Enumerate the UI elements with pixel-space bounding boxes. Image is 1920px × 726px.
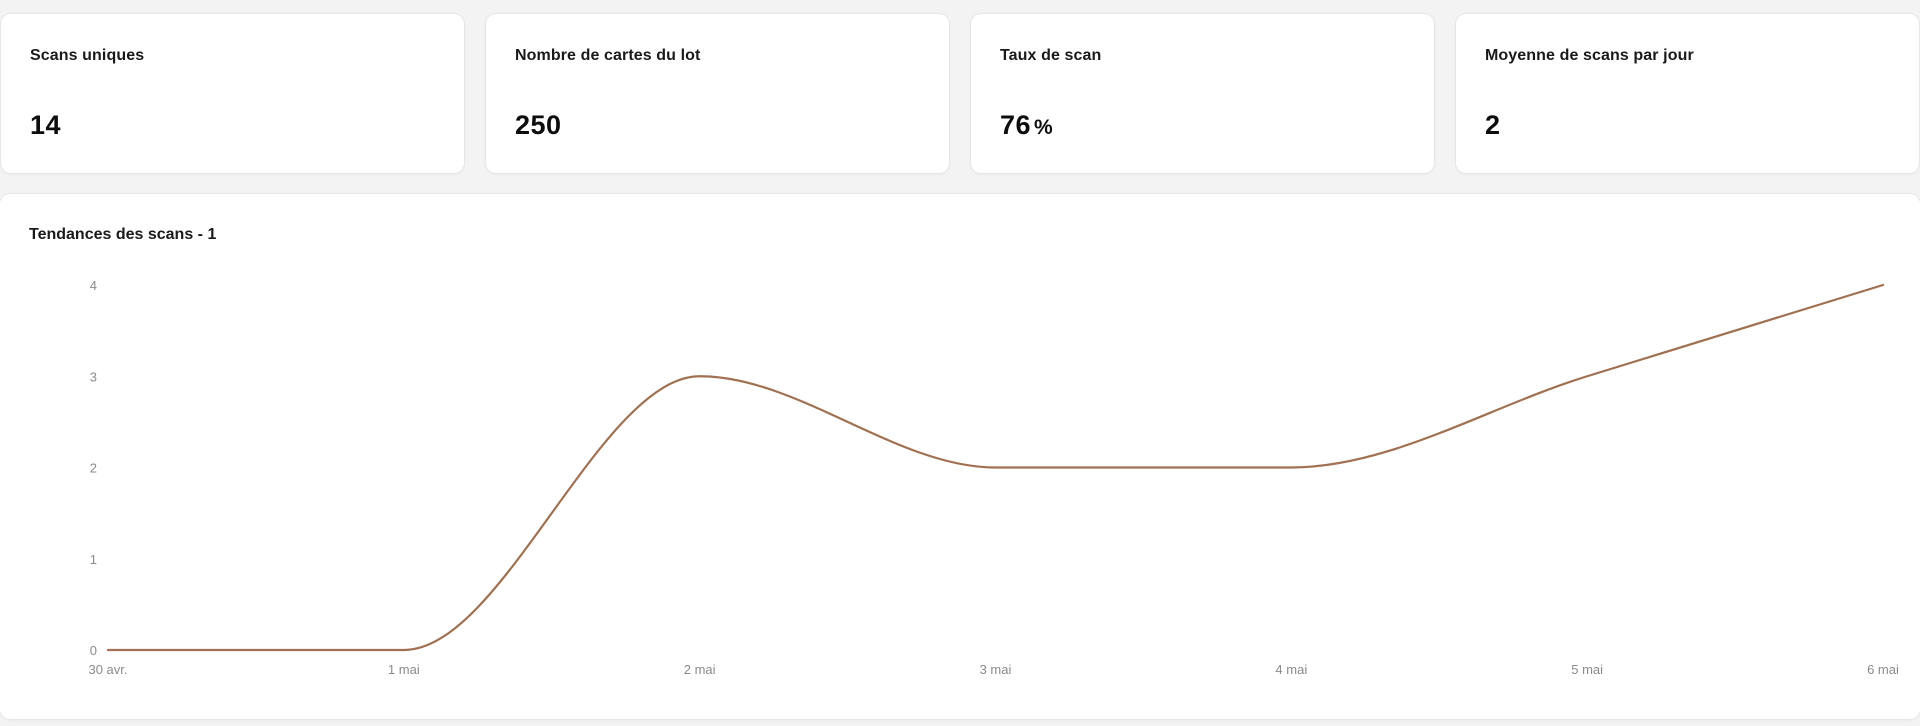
stat-card-label: Scans uniques (30, 47, 145, 64)
y-tick-label: 1 (90, 552, 97, 567)
y-tick-label: 2 (90, 461, 97, 476)
x-tick-label: 30 avr. (88, 662, 127, 677)
series-line (106, 283, 1885, 652)
chart-title: Tendances des scans - 1 (29, 226, 217, 243)
stat-card-unit: % (1034, 116, 1054, 139)
stat-card-unique-scans: Scans uniques 14 (1, 14, 464, 173)
y-tick-label: 4 (90, 278, 97, 293)
stat-card-value: 14 (30, 110, 62, 140)
y-tick-label: 0 (90, 643, 97, 658)
x-tick-label: 4 mai (1275, 662, 1307, 677)
x-tick-label: 6 mai (1867, 662, 1899, 677)
x-tick-label: 2 mai (684, 662, 716, 677)
x-tick-label: 3 mai (980, 662, 1012, 677)
scan-trends-chart: 0 1 2 3 4 30 avr. 1 mai 2 mai 3 mai 4 mai 5 mai 6 m… (88, 278, 1899, 677)
stat-cards: Scans uniques 14 Nombre de cartes du lot… (0, 14, 1920, 174)
stat-card-label: Taux de scan (1000, 47, 1102, 64)
y-tick-label: 3 (90, 369, 97, 384)
stat-card-label: Nombre de cartes du lot (515, 47, 701, 64)
stat-card-value: 2 (1485, 110, 1501, 140)
scan-trends-panel: Tendances des scans - 1 0 1 2 3 4 30 avr. 1 ma… (0, 194, 1920, 719)
stat-card-scan-rate: Taux de scan 76% (971, 14, 1434, 173)
stat-card-value: 250 (515, 110, 562, 140)
stat-card-label: Moyenne de scans par jour (1485, 47, 1694, 64)
x-tick-label: 1 mai (388, 662, 420, 677)
stat-card-batch-card-count: Nombre de cartes du lot 250 (486, 14, 949, 173)
stat-card-avg-scans-per-day: Moyenne de scans par jour 2 (1456, 14, 1919, 173)
x-tick-label: 5 mai (1571, 662, 1603, 677)
stat-card-value: 76% (1000, 110, 1054, 140)
